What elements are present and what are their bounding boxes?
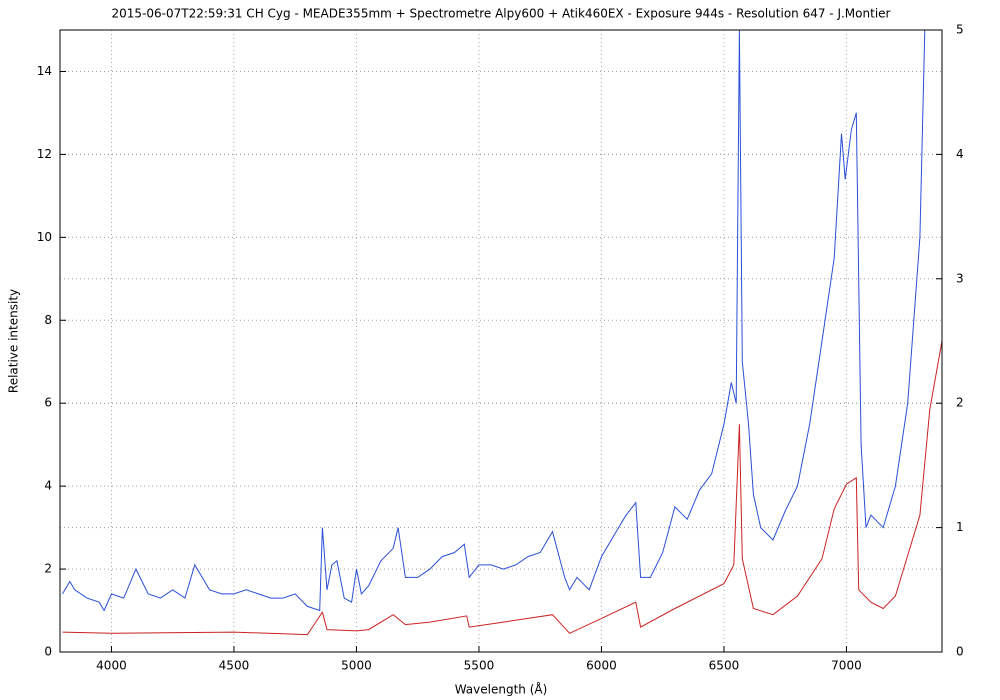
y-tick-label: 0 [44,645,52,659]
x-tick-label: 6000 [586,659,617,673]
chart-title: 2015-06-07T22:59:31 CH Cyg - MEADE355mm … [112,7,891,21]
x-tick-label: 4000 [96,659,127,673]
x-tick-label: 7000 [831,659,862,673]
y2-tick-label: 1 [956,520,964,534]
spectrum-line [62,30,926,612]
y2-tick-label: 3 [956,271,964,285]
y-tick-label: 14 [37,64,52,78]
x-tick-label: 4500 [219,659,250,673]
x-tick-label: 6500 [709,659,740,673]
y-tick-label: 4 [44,479,52,493]
y2-tick-label: 0 [956,645,964,659]
y-axis-label: Relative intensity [7,289,21,393]
y2-tick-label: 2 [956,396,964,410]
y-tick-label: 8 [44,313,52,327]
y2-tick-label: 4 [956,147,964,161]
y-tick-label: 10 [37,230,52,244]
grid [60,29,942,653]
y-tick-label: 12 [37,147,52,161]
plot-lines [62,30,942,636]
y-tick-label: 6 [44,396,52,410]
x-tick-label: 5500 [464,659,495,673]
plot-frame [59,29,943,653]
spectrum-line [62,340,942,636]
x-axis-label: Wavelength (Å) [455,682,548,697]
y2-tick-label: 5 [956,23,964,37]
y-tick-label: 2 [44,562,52,576]
x-tick-label: 5000 [341,659,372,673]
